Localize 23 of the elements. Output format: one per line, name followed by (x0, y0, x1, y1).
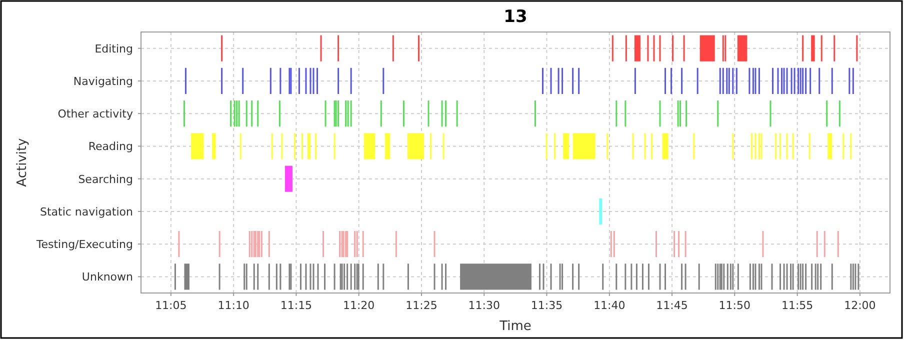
x-tick-label: 11:45 (656, 299, 688, 312)
x-tick-label: 12:00 (844, 299, 876, 312)
x-tick-label: 11:30 (468, 299, 500, 312)
x-tick-label: 11:40 (594, 299, 626, 312)
chart-title: 13 (504, 7, 528, 27)
y-tick-label: Unknown (82, 270, 134, 284)
x-tick-label: 11:20 (342, 299, 375, 312)
x-axis-title: Time (498, 319, 532, 334)
x-tick-label: 11:25 (406, 299, 438, 312)
x-tick-label: 11:55 (781, 299, 814, 312)
y-tick-label: Other activity (58, 108, 134, 121)
y-tick-label: Testing/Executing (35, 238, 133, 252)
y-tick-label: Reading (88, 140, 133, 154)
x-tick-label: 11:10 (218, 299, 250, 312)
x-tick-label: 11:15 (280, 299, 312, 312)
x-tick-label: 11:35 (530, 299, 563, 312)
y-tick-label: Static navigation (40, 205, 134, 218)
y-axis-title: Activity (15, 138, 30, 187)
x-tick-label: 11:50 (718, 299, 750, 312)
y-tick-label: Searching (78, 172, 133, 186)
x-tick-label: 11:05 (155, 299, 187, 312)
y-tick-label: Navigating (73, 74, 133, 88)
y-tick-label: Editing (94, 42, 133, 56)
